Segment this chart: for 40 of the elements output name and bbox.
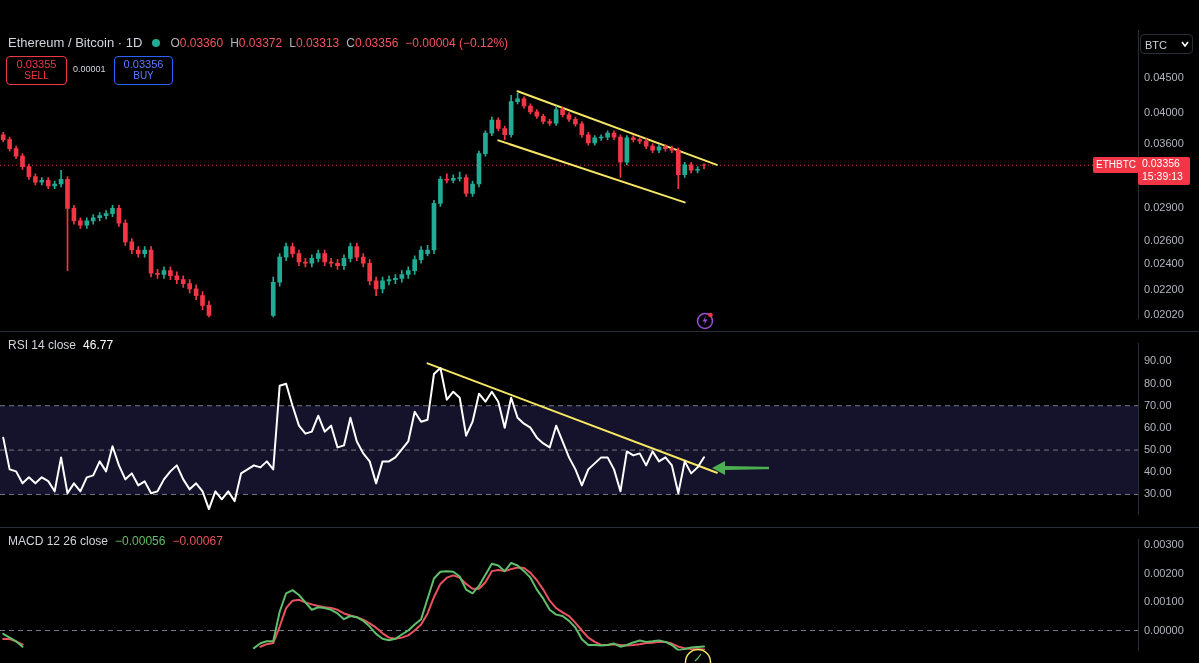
ref-line-label: ETHBTC: [1093, 157, 1139, 174]
y-tick-label: 80.00: [1144, 376, 1172, 389]
y-tick-label: 60.00: [1144, 420, 1172, 433]
annotation: SELL: [23, 70, 50, 82]
chart-title: MACD 12 26 close: [8, 534, 109, 548]
annotation: 0.00001: [73, 64, 106, 74]
annotation: H0.03372: [230, 35, 283, 50]
y-tick-label: 0.02020: [1144, 308, 1184, 321]
annotation: 0.03356: [122, 58, 165, 70]
y-tick-label: 0.00200: [1144, 566, 1184, 579]
annotation: −0.00067: [172, 534, 223, 548]
annotation: −0.00004 (−0.12%): [405, 35, 509, 50]
annotation: 46.77: [83, 338, 114, 352]
y-tick-label: 50.00: [1144, 443, 1172, 456]
y-tick-label: 0.04000: [1144, 106, 1184, 119]
y-tick-label: 0.00100: [1144, 595, 1184, 608]
y-tick-label: 40.00: [1144, 465, 1172, 478]
annotation: −0.00056: [115, 534, 166, 548]
text: 0.03356: [1142, 157, 1180, 170]
y-tick-label: 0.02900: [1144, 201, 1184, 214]
y-tick-label: 90.00: [1144, 354, 1172, 367]
y-tick-label: 0.02200: [1144, 283, 1184, 296]
candlestick: [444, 173, 450, 184]
annotation: BUY: [132, 70, 155, 82]
y-tick-label: 70.00: [1144, 398, 1172, 411]
text: 15:39:13: [1142, 170, 1184, 184]
chart-title: RSI 14 close: [8, 338, 77, 352]
annotation: L0.03313: [289, 35, 340, 50]
y-tick-label: 0.00300: [1144, 538, 1184, 551]
y-tick-label: 0.03600: [1144, 137, 1184, 150]
y-tick-label: 0.04500: [1144, 71, 1184, 84]
text: BTC: [1145, 39, 1167, 51]
annotation: O0.03360: [170, 35, 224, 50]
y-tick-label: 0.00000: [1144, 623, 1184, 636]
y-tick-label: 0.02400: [1144, 257, 1184, 270]
annotation: 0.03355: [15, 58, 58, 70]
y-tick-label: 0.02600: [1144, 233, 1184, 246]
y-tick-label: 30.00: [1144, 487, 1172, 500]
annotation: C0.03356: [346, 35, 399, 50]
chart-title: Ethereum / Bitcoin · 1D: [8, 35, 143, 50]
